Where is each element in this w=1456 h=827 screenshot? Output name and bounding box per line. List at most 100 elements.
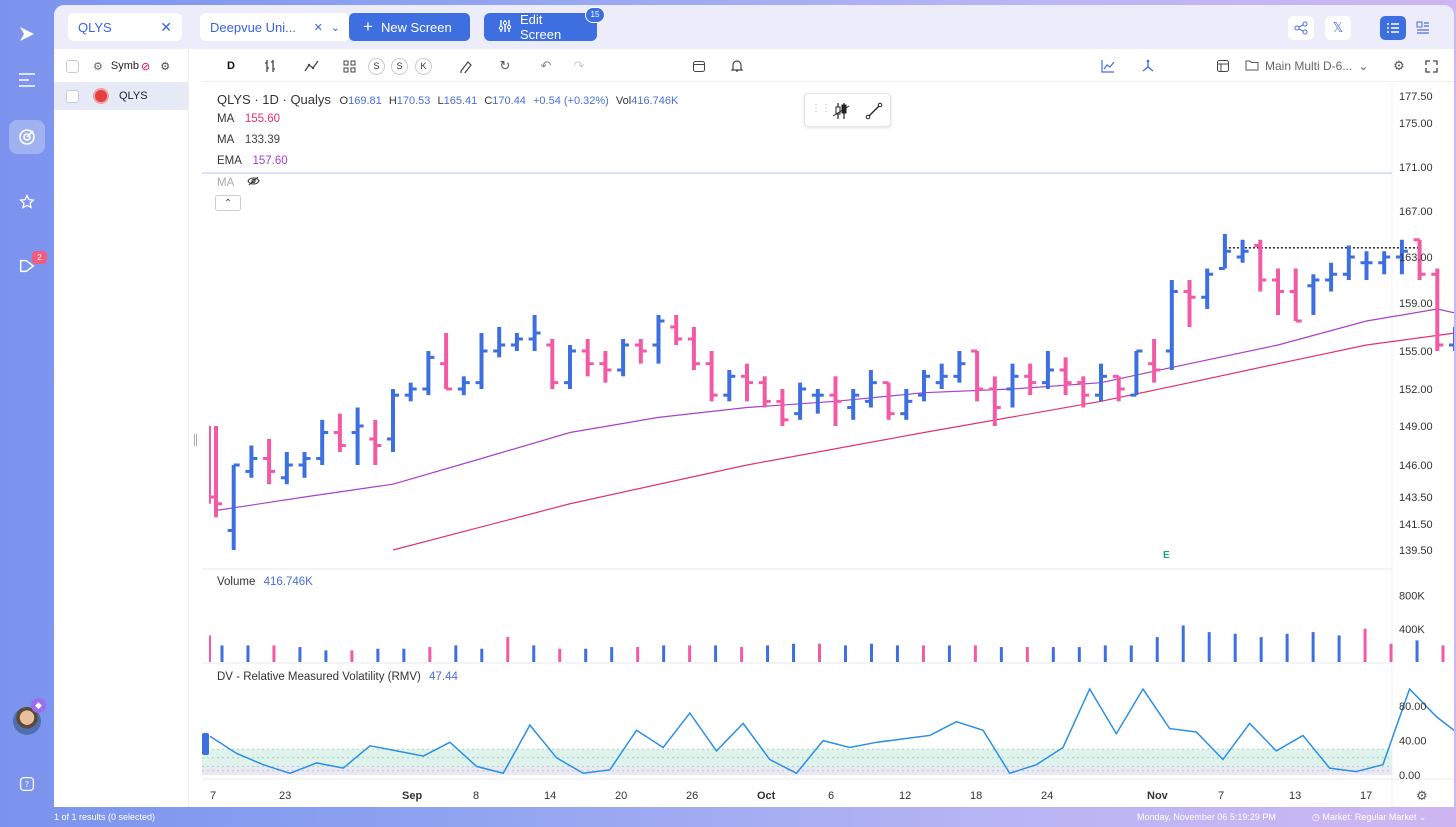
hide-icon[interactable]: ⊘ (141, 60, 151, 73)
expand-side-tab[interactable] (202, 733, 209, 755)
row-checkbox[interactable] (66, 89, 79, 103)
ohlc-bar (298, 452, 311, 478)
ohlc-bar (953, 351, 966, 383)
price-tick-label: 155.00 (1399, 346, 1433, 358)
tab-deepvue-universe[interactable]: Deepvue Uni... ✕ ⌄ (200, 13, 350, 41)
edit-screen-label: Edit Screen (520, 12, 562, 42)
calendar-icon[interactable] (690, 55, 708, 77)
menu-icon[interactable] (9, 63, 45, 97)
ma3-label: MA (217, 177, 234, 189)
radar-icon[interactable] (9, 120, 45, 154)
ohlc-bar (1449, 327, 1454, 351)
ma1-legend[interactable]: MA 155.60 (217, 113, 280, 125)
ohlc-bar (1395, 239, 1408, 275)
ma2-legend[interactable]: MA 133.39 (217, 134, 280, 146)
x-twitter-icon[interactable]: 𝕏 (1325, 16, 1351, 40)
eraser-icon[interactable] (457, 55, 475, 77)
time-tick-label: 14 (544, 790, 556, 802)
drag-handle-icon[interactable]: ⋮⋮ (811, 103, 831, 114)
ohlc-bar (1165, 280, 1178, 370)
edit-count-badge: 15 (585, 7, 605, 23)
left-rail: 2 ◆ ? (0, 0, 54, 827)
layout-icon[interactable] (1213, 55, 1233, 77)
top-bar: QLYS ✕ Deepvue Uni... ✕ ⌄ + New Screen E… (54, 5, 1454, 49)
close-icon[interactable]: ✕ (160, 18, 172, 35)
chevron-down-icon[interactable]: ⌄ (330, 21, 340, 34)
undo-icon[interactable]: ↶ (540, 58, 552, 73)
ohlc-bar (475, 333, 488, 389)
fullscreen-icon[interactable] (1421, 55, 1441, 77)
ohlc-bar (1148, 339, 1161, 383)
ohlc-bar (546, 339, 559, 389)
s1-button[interactable]: S (368, 55, 385, 77)
feed-icon[interactable] (9, 249, 45, 283)
refresh-icon[interactable]: ↻ (499, 58, 511, 73)
column-symbol-header[interactable]: Symb (110, 60, 139, 72)
select-all-checkbox[interactable] (66, 59, 79, 73)
interval-button[interactable]: D (227, 60, 235, 72)
collapse-legend-button[interactable]: ⌃ (215, 195, 241, 211)
price-tick-label: 141.50 (1399, 519, 1433, 531)
candle-tool-icon[interactable] (831, 101, 851, 126)
premium-gem-icon: ◆ (31, 698, 46, 713)
ohlc-bar (1342, 245, 1355, 280)
star-icon[interactable] (9, 185, 45, 219)
rmv-tick-label: 0.00 (1399, 770, 1420, 782)
s2-button[interactable]: S (391, 55, 408, 77)
close-label: C (484, 95, 493, 107)
ohlc-bar (794, 382, 807, 420)
edit-screen-button[interactable]: Edit Screen 15 (484, 7, 605, 42)
chart-settings-icon[interactable]: ⚙ (1393, 58, 1405, 73)
bar-type-icon[interactable] (260, 55, 280, 77)
settings-icon[interactable]: ⚙ (160, 60, 171, 73)
ohlc-bar (1201, 268, 1214, 309)
k-button[interactable]: K (415, 55, 432, 77)
ema-legend[interactable]: EMA 157.60 (217, 155, 288, 167)
open-value: 169.81 (348, 95, 382, 107)
time-tick-label: 23 (279, 790, 291, 802)
panel-resize-handle[interactable] (188, 49, 202, 807)
node-tool-icon[interactable] (1138, 55, 1158, 77)
tab-label: Deepvue Uni... (210, 19, 296, 35)
trendline-tool-icon[interactable] (865, 102, 883, 125)
ohlc-bar (829, 376, 842, 426)
chart-type-line-icon[interactable] (1098, 55, 1118, 77)
status-bar: 1 of 1 results (0 selected) Monday, Nove… (0, 807, 1456, 827)
redo-icon[interactable]: ↷ (573, 58, 585, 73)
price-tick-label: 159.00 (1399, 298, 1433, 310)
time-tick-label: Oct (757, 790, 776, 802)
price-tick-label: 139.50 (1399, 545, 1433, 557)
help-icon[interactable]: ? (9, 767, 45, 801)
earnings-marker[interactable]: E (1163, 550, 1170, 561)
grid-view-icon[interactable] (1410, 16, 1436, 40)
alert-bell-icon[interactable] (728, 55, 746, 77)
ohlc-bar (882, 381, 895, 420)
tab-qlys[interactable]: QLYS ✕ (68, 13, 182, 41)
ma3-legend-hidden[interactable]: MA (217, 176, 260, 189)
eye-off-icon[interactable] (247, 176, 260, 189)
share-icon[interactable] (1288, 16, 1314, 40)
axis-settings-icon[interactable]: ⚙ (1416, 789, 1428, 804)
watchlist-row[interactable]: QLYS (54, 82, 188, 110)
ohlc-bar (900, 389, 913, 420)
ohlc-bar (1095, 363, 1107, 402)
ohlc-bar (210, 426, 222, 518)
list-view-icon[interactable] (1380, 16, 1406, 40)
time-tick-label: 13 (1289, 790, 1301, 802)
ohlc-bar (811, 389, 824, 414)
indicators-icon[interactable] (302, 55, 322, 77)
new-screen-button[interactable]: + New Screen (349, 13, 470, 41)
time-tick-label: 7 (210, 790, 216, 802)
market-status[interactable]: ◷ Market: Regular Market ⌄ (1312, 812, 1427, 822)
ohlc-bar (351, 407, 364, 465)
logo-play-icon[interactable] (9, 17, 45, 51)
gear-icon[interactable]: ⚙ (93, 60, 103, 73)
templates-icon[interactable] (339, 55, 359, 77)
close-icon[interactable]: ✕ (313, 21, 323, 34)
price-chart[interactable]: 177.50 175.00 171.00 167.00 163.00 159.00 155.… (202, 49, 1454, 807)
qualys-logo-icon (93, 88, 109, 104)
price-tick-label: 175.00 (1399, 118, 1433, 130)
layout-selector[interactable]: Main Multi D-6... ⌄ (1245, 55, 1370, 77)
symbol-title: QLYS · 1D · Qualys (217, 92, 331, 107)
high-value: 170.53 (396, 95, 431, 107)
